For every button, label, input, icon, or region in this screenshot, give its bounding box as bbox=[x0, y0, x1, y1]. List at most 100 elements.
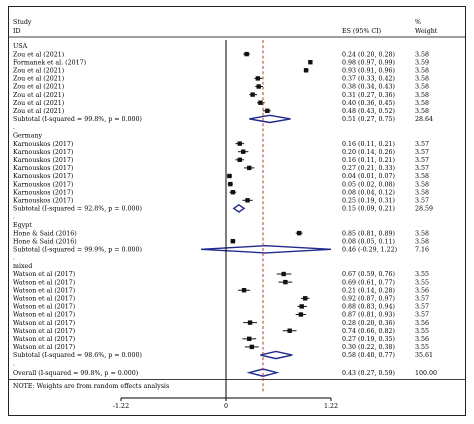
header-percent: % bbox=[415, 19, 421, 26]
study-weight: 3.55 bbox=[415, 344, 429, 351]
study-point bbox=[230, 190, 236, 195]
subtotal-es-text: 0.46 (-0.29, 1.22) bbox=[342, 247, 397, 254]
footnote: NOTE: Weights are from random effects an… bbox=[13, 383, 169, 390]
study-label: Watson et al (2017) bbox=[13, 328, 75, 335]
group-spacer-dot: . bbox=[13, 255, 15, 262]
subtotal-weight: 7.16 bbox=[415, 247, 429, 254]
x-tick-label: 1.22 bbox=[324, 403, 338, 410]
study-point bbox=[247, 336, 252, 342]
study-point bbox=[241, 149, 246, 154]
subtotal-diamond bbox=[232, 203, 246, 213]
study-weight: 3.58 bbox=[415, 68, 429, 75]
study-point bbox=[281, 271, 286, 277]
subtotal-label: Subtotal (I-squared = 92.8%, p = 0.000) bbox=[13, 206, 142, 213]
study-weight: 3.56 bbox=[415, 320, 429, 327]
study-weight: 3.58 bbox=[415, 84, 429, 91]
study-weight: 3.58 bbox=[415, 230, 429, 237]
study-point bbox=[245, 198, 250, 203]
study-weight: 3.56 bbox=[415, 287, 429, 294]
group-label: mixed bbox=[13, 263, 32, 270]
study-point bbox=[265, 108, 270, 113]
study-label: Watson et al (2017) bbox=[13, 312, 75, 319]
group-label: Germany bbox=[13, 133, 43, 140]
study-es-text: 0.04 (0.01, 0.07) bbox=[342, 173, 395, 180]
study-label: Karnouskos (2017) bbox=[13, 149, 73, 156]
study-es-text: 0.88 (0.83, 0.94) bbox=[342, 304, 395, 311]
study-weight: 3.58 bbox=[415, 108, 429, 115]
study-label: Karnouskos (2017) bbox=[13, 198, 73, 205]
x-tick-label: -1.22 bbox=[113, 403, 129, 410]
subtotal-diamond bbox=[249, 114, 291, 124]
study-es-text: 0.74 (0.66, 0.82) bbox=[342, 328, 395, 335]
study-point bbox=[241, 288, 247, 293]
study-label: Hone & Said (2016) bbox=[13, 230, 77, 237]
study-point bbox=[255, 76, 261, 81]
study-weight: 3.58 bbox=[415, 238, 429, 245]
study-es-text: 0.48 (0.43, 0.52) bbox=[342, 108, 395, 115]
study-weight: 3.59 bbox=[415, 59, 429, 66]
study-point bbox=[298, 312, 304, 317]
study-es-text: 0.38 (0.34, 0.43) bbox=[342, 84, 395, 91]
study-es-text: 0.08 (0.04, 0.12) bbox=[342, 189, 395, 196]
study-point bbox=[299, 304, 304, 309]
study-point bbox=[250, 92, 255, 97]
study-weight: 3.58 bbox=[415, 76, 429, 83]
overall-es-text: 0.43 (0.27, 0.59) bbox=[342, 370, 395, 377]
study-point bbox=[230, 239, 236, 244]
study-es-text: 0.28 (0.20, 0.36) bbox=[342, 320, 395, 327]
study-es-text: 0.85 (0.81, 0.89) bbox=[342, 230, 395, 237]
subtotal-label: Subtotal (I-squared = 99.8%, p = 0.000) bbox=[13, 116, 142, 123]
study-label: Zou et al (2021) bbox=[13, 51, 64, 58]
header-weight: Weight bbox=[415, 28, 438, 35]
study-label: Watson et al (2017) bbox=[13, 271, 75, 278]
study-es-text: 0.67 (0.59, 0.76) bbox=[342, 271, 395, 278]
study-label: Karnouskos (2017) bbox=[13, 189, 73, 196]
study-es-text: 0.37 (0.33, 0.42) bbox=[342, 76, 395, 83]
overall-label: Overall (I-squared = 99.8%, p = 0.000) bbox=[13, 370, 138, 377]
study-label: Zou et al (2021) bbox=[13, 68, 64, 75]
x-tick-label: 0 bbox=[224, 403, 228, 410]
study-es-text: 0.24 (0.20, 0.28) bbox=[342, 51, 395, 58]
header-study: Study bbox=[13, 19, 32, 26]
study-point bbox=[247, 320, 253, 325]
study-point bbox=[283, 279, 288, 285]
group-label: USA bbox=[13, 43, 28, 50]
group-label: Egypt bbox=[13, 222, 32, 229]
subtotal-label: Subtotal (I-squared = 98.6%, p = 0.000) bbox=[13, 352, 142, 359]
study-es-text: 0.93 (0.91, 0.96) bbox=[342, 68, 395, 75]
study-weight: 3.57 bbox=[415, 149, 429, 156]
study-point bbox=[244, 51, 249, 57]
study-es-text: 0.27 (0.21, 0.33) bbox=[342, 165, 395, 172]
header-id: ID bbox=[13, 28, 21, 35]
study-point bbox=[228, 181, 233, 187]
study-es-text: 0.30 (0.22, 0.38) bbox=[342, 344, 395, 351]
study-weight: 3.57 bbox=[415, 165, 429, 172]
study-point bbox=[287, 328, 292, 333]
study-weight: 3.57 bbox=[415, 304, 429, 311]
subtotal-weight: 35.61 bbox=[415, 352, 433, 359]
forest-plot-frame bbox=[8, 6, 466, 416]
study-weight: 3.58 bbox=[415, 51, 429, 58]
study-es-text: 0.16 (0.11, 0.21) bbox=[342, 157, 395, 164]
study-weight: 3.55 bbox=[415, 279, 429, 286]
study-label: Zou et al (2021) bbox=[13, 108, 64, 115]
subtotal-label: Subtotal (I-squared = 99.9%, p = 0.000) bbox=[13, 247, 142, 254]
subtotal-es-text: 0.58 (0.40, 0.77) bbox=[342, 352, 395, 359]
study-label: Watson et al (2017) bbox=[13, 287, 75, 294]
group-spacer-dot: . bbox=[13, 214, 15, 221]
study-es-text: 0.92 (0.87, 0.97) bbox=[342, 296, 395, 303]
study-label: Karnouskos (2017) bbox=[13, 141, 73, 148]
study-es-text: 0.40 (0.36, 0.45) bbox=[342, 100, 395, 107]
study-label: Formanek et al. (2017) bbox=[13, 59, 86, 66]
study-weight: 3.58 bbox=[415, 181, 429, 188]
overall-weight: 100.00 bbox=[415, 370, 437, 377]
study-point bbox=[227, 173, 232, 179]
study-label: Karnouskos (2017) bbox=[13, 157, 73, 164]
study-label: Watson et al (2017) bbox=[13, 296, 75, 303]
header-es: ES (95% CI) bbox=[342, 28, 381, 35]
subtotal-es-text: 0.51 (0.27, 0.75) bbox=[342, 116, 395, 123]
study-label: Watson et al (2017) bbox=[13, 320, 75, 327]
subtotal-weight: 28.59 bbox=[415, 206, 433, 213]
study-point bbox=[237, 157, 242, 163]
